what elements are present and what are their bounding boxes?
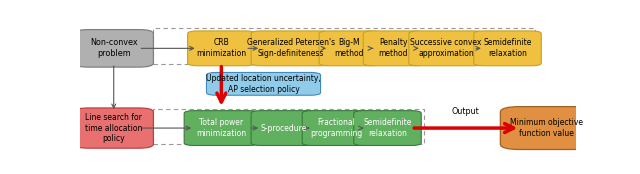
FancyBboxPatch shape (251, 31, 330, 66)
FancyBboxPatch shape (319, 31, 380, 66)
Text: Fractional
programming: Fractional programming (310, 118, 362, 138)
Text: Output: Output (452, 108, 479, 116)
FancyBboxPatch shape (302, 111, 370, 145)
Text: Semidefinite
relaxation: Semidefinite relaxation (364, 118, 412, 138)
FancyBboxPatch shape (474, 31, 541, 66)
FancyBboxPatch shape (74, 30, 154, 67)
Text: Generalized Petersen's
Sign-definiteness: Generalized Petersen's Sign-definiteness (247, 38, 335, 58)
Text: Big-M
method: Big-M method (335, 38, 364, 58)
Text: Total power
minimization: Total power minimization (196, 118, 246, 138)
FancyBboxPatch shape (364, 31, 424, 66)
Text: Successive convex
approximation: Successive convex approximation (410, 38, 482, 58)
Text: Penalty
method: Penalty method (379, 38, 408, 58)
FancyBboxPatch shape (251, 111, 316, 145)
Text: Line search for
time allocation
policy: Line search for time allocation policy (85, 113, 143, 143)
Text: CRB
minimization: CRB minimization (196, 38, 246, 58)
FancyBboxPatch shape (74, 108, 154, 148)
FancyBboxPatch shape (409, 31, 483, 66)
FancyBboxPatch shape (188, 31, 255, 66)
FancyBboxPatch shape (207, 72, 321, 95)
Text: Non-convex
problem: Non-convex problem (90, 38, 138, 58)
Text: S-procedure: S-procedure (260, 124, 307, 133)
FancyBboxPatch shape (500, 107, 592, 149)
Text: Semidefinite
relaxation: Semidefinite relaxation (483, 38, 532, 58)
Text: Minimum objective
function value: Minimum objective function value (509, 118, 583, 138)
FancyBboxPatch shape (354, 111, 421, 145)
FancyBboxPatch shape (184, 111, 259, 145)
Text: Updated location uncertainty,
AP selection policy: Updated location uncertainty, AP selecti… (206, 74, 321, 94)
